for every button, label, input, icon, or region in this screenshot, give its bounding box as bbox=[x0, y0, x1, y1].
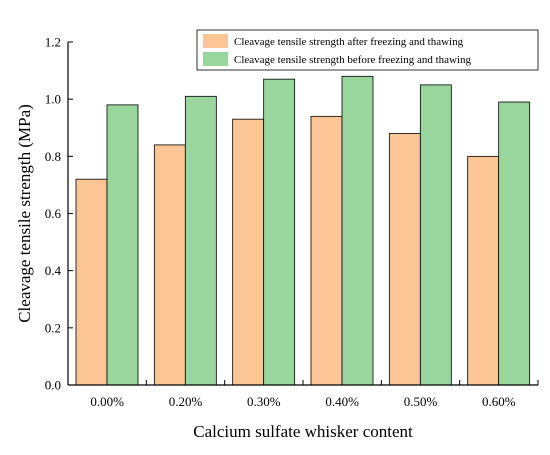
bar-before-3 bbox=[341, 75, 374, 386]
bars-group bbox=[75, 75, 531, 386]
bar-after-0 bbox=[75, 178, 108, 386]
y-tick-label: 0.0 bbox=[45, 378, 61, 393]
x-tick-label: 0.30% bbox=[247, 394, 281, 409]
y-tick-label: 0.2 bbox=[45, 320, 61, 335]
bar-after-5 bbox=[467, 155, 500, 386]
y-tick-label: 0.8 bbox=[45, 149, 61, 164]
bar-before-4 bbox=[419, 84, 452, 386]
x-tick-label: 0.20% bbox=[169, 394, 203, 409]
y-tick-label: 0.4 bbox=[45, 263, 62, 278]
x-axis-title: Calcium sulfate whisker content bbox=[193, 422, 413, 441]
bar-after-2 bbox=[232, 118, 265, 386]
y-tick-label: 1.0 bbox=[45, 92, 61, 107]
legend: Cleavage tensile strength after freezing… bbox=[196, 29, 539, 71]
legend-swatch-after bbox=[203, 34, 228, 48]
bar-before-1 bbox=[184, 95, 217, 386]
y-tick-label: 0.6 bbox=[45, 206, 62, 221]
bar-after-1 bbox=[153, 144, 186, 386]
legend-box bbox=[196, 29, 539, 71]
x-tick-label: 0.50% bbox=[404, 394, 438, 409]
bar-before-2 bbox=[263, 78, 296, 386]
legend-swatch-before bbox=[203, 52, 228, 66]
x-ticks-group: 0.00% 0.20% 0.30% 0.40% 0.50% 0.60% bbox=[67, 380, 539, 409]
x-tick-label: 0.40% bbox=[325, 394, 359, 409]
legend-label-after: Cleavage tensile strength after freezing… bbox=[234, 36, 464, 48]
y-tick-label: 1.2 bbox=[45, 35, 61, 50]
y-axis-title: Cleavage tensile strength (MPa) bbox=[15, 104, 34, 323]
legend-label-before: Cleavage tensile strength before freezin… bbox=[234, 54, 472, 66]
bar-before-5 bbox=[498, 101, 531, 386]
x-tick-label: 0.00% bbox=[90, 394, 124, 409]
bar-after-3 bbox=[310, 115, 343, 386]
bar-before-0 bbox=[106, 104, 139, 386]
bar-after-4 bbox=[388, 133, 421, 386]
y-ticks-group: 0.0 0.2 0.4 0.6 0.8 1.0 1.2 bbox=[45, 35, 73, 393]
x-tick-label: 0.60% bbox=[482, 394, 516, 409]
